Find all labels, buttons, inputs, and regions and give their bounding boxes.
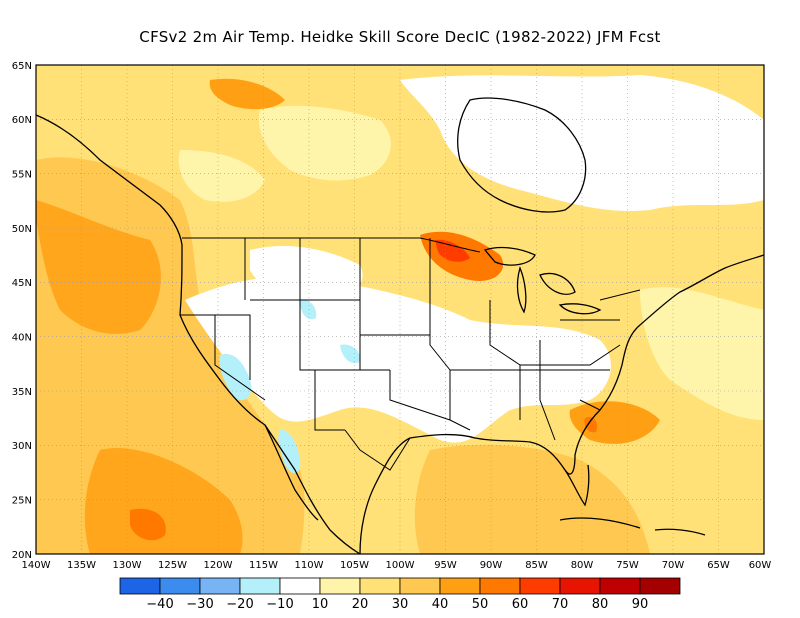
lon-tick: 60W [749,560,772,571]
lon-tick: 70W [662,560,685,571]
colorbar-swatch [199,577,241,595]
lat-tick: 45N [12,278,32,289]
lon-tick: 115W [249,560,278,571]
colorbar-swatch [519,577,561,595]
colorbar-swatch [239,577,281,595]
lon-tick: 120W [204,560,233,571]
lon-tick: 65W [707,560,730,571]
lat-tick: 65N [12,61,32,72]
lon-tick: 75W [616,560,639,571]
lat-tick: 55N [12,170,32,181]
map-frame [35,64,765,555]
colorbar-swatch [479,577,521,595]
colorbar-swatch [359,577,401,595]
lon-tick: 130W [113,560,142,571]
colorbar-label: 70 [552,597,569,612]
lat-tick: 40N [12,333,32,344]
lat-tick: 50N [12,224,32,235]
lon-tick: 85W [525,560,548,571]
colorbar-swatch [319,577,361,595]
colorbar-swatch [159,577,201,595]
colorbar-swatch [639,577,681,595]
colorbar-label: 50 [472,597,489,612]
colorbar-label: 40 [432,597,449,612]
lon-tick: 80W [571,560,594,571]
lon-tick: 100W [386,560,415,571]
colorbar-label: 60 [512,597,529,612]
colorbar-swatch [599,577,641,595]
colorbar-swatch [279,577,321,595]
colorbar-label: −30 [186,597,213,612]
colorbar-label: −40 [146,597,173,612]
lon-tick: 110W [295,560,324,571]
colorbar-label: 30 [392,597,409,612]
lat-tick: 60N [12,115,32,126]
colorbar-label: 80 [592,597,609,612]
colorbar: −40 −30 −20 −10 10 20 30 40 50 60 70 80 90 [119,577,681,612]
colorbar-swatch [119,577,161,595]
colorbar-swatch [559,577,601,595]
political-borders [180,237,641,471]
lon-tick: 90W [480,560,503,571]
skill-field [36,65,764,554]
lon-tick: 140W [22,560,51,571]
lat-tick: 35N [12,387,32,398]
colorbar-label: −20 [226,597,253,612]
lat-tick: 25N [12,496,32,507]
lat-axis: 65N 60N 55N 50N 45N 40N 35N 30N 25N 20N [12,61,32,561]
colorbar-label: 90 [632,597,649,612]
lon-tick: 95W [434,560,457,571]
colorbar-swatch [399,577,441,595]
lat-tick: 20N [12,550,32,561]
colorbar-swatch [439,577,481,595]
colorbar-label: 20 [352,597,369,612]
colorbar-label: 10 [312,597,329,612]
chart-title: CFSv2 2m Air Temp. Heidke Skill Score De… [139,28,661,46]
colorbar-label: −10 [266,597,293,612]
lon-tick: 125W [158,560,187,571]
lon-axis: 140W 135W 130W 125W 120W 115W 110W 105W … [22,560,772,571]
lat-tick: 30N [12,441,32,452]
lon-tick: 105W [340,560,369,571]
lon-tick: 135W [67,560,96,571]
map-panel [35,64,765,555]
